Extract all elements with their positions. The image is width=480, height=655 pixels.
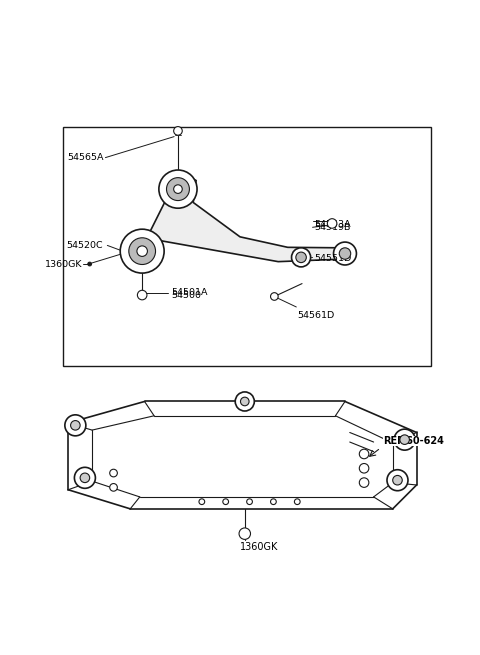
Circle shape <box>235 392 254 411</box>
Circle shape <box>80 473 90 483</box>
Circle shape <box>334 242 357 265</box>
Circle shape <box>291 248 311 267</box>
Circle shape <box>174 185 182 193</box>
Circle shape <box>137 290 147 300</box>
Text: 54519B: 54519B <box>314 223 350 231</box>
Polygon shape <box>124 171 350 261</box>
Circle shape <box>394 429 415 450</box>
Circle shape <box>199 499 204 504</box>
Text: 1360GK: 1360GK <box>45 259 83 269</box>
Text: 54561D: 54561D <box>297 310 335 320</box>
Text: 1360GK: 1360GK <box>240 542 278 552</box>
Text: REF.60-624: REF.60-624 <box>383 436 444 446</box>
Circle shape <box>271 499 276 504</box>
Text: 54501A: 54501A <box>171 288 207 297</box>
Circle shape <box>174 126 182 135</box>
Circle shape <box>294 499 300 504</box>
Circle shape <box>120 229 164 273</box>
Circle shape <box>240 397 249 405</box>
Circle shape <box>74 467 96 489</box>
Circle shape <box>129 238 156 265</box>
Text: 54553A: 54553A <box>314 219 350 229</box>
Circle shape <box>71 421 80 430</box>
Circle shape <box>327 219 337 228</box>
Text: 54520C: 54520C <box>66 241 103 250</box>
Circle shape <box>296 252 306 263</box>
Circle shape <box>360 478 369 487</box>
Circle shape <box>159 170 197 208</box>
Text: 54565A: 54565A <box>68 153 104 162</box>
Circle shape <box>137 246 147 256</box>
Circle shape <box>239 528 251 539</box>
Text: 54551D: 54551D <box>314 253 351 263</box>
Circle shape <box>247 499 252 504</box>
Circle shape <box>88 262 92 266</box>
Circle shape <box>400 435 409 445</box>
Circle shape <box>110 483 117 491</box>
Circle shape <box>223 499 228 504</box>
Circle shape <box>339 248 351 259</box>
Circle shape <box>65 415 86 436</box>
Circle shape <box>167 178 190 200</box>
Circle shape <box>110 469 117 477</box>
Circle shape <box>271 293 278 300</box>
Circle shape <box>360 449 369 458</box>
Circle shape <box>387 470 408 491</box>
Circle shape <box>360 464 369 473</box>
Circle shape <box>393 476 402 485</box>
Text: 54500: 54500 <box>171 291 201 300</box>
FancyBboxPatch shape <box>63 127 431 365</box>
